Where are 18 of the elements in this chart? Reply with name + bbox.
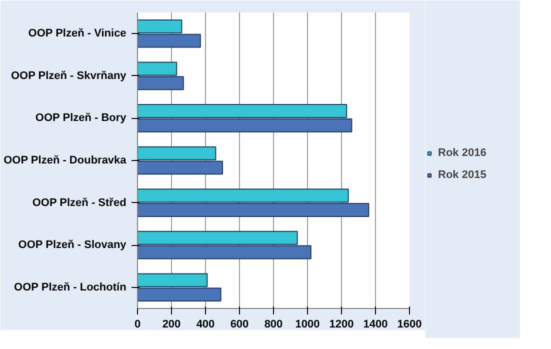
y-tick-label: OOP Plzeň - Skvrňany xyxy=(10,70,128,82)
x-tick-label: 1000 xyxy=(295,318,320,330)
x-tick-label: 600 xyxy=(230,318,249,330)
y-tick-label: OOP Plzeň - Slovany xyxy=(18,239,128,252)
y-tick-label: OOP Plzeň - Lochotín xyxy=(14,281,127,294)
x-tick-label: 200 xyxy=(162,318,181,330)
y-tick-label: OOP Plzeň - Bory xyxy=(35,112,128,124)
x-tick-label: 800 xyxy=(264,318,283,330)
legend-label: Rok 2016 xyxy=(438,147,486,159)
x-tick-label: 0 xyxy=(134,318,141,330)
x-tick-label: 400 xyxy=(196,318,215,330)
y-tick-label: OOP Plzeň - Střed xyxy=(32,196,126,209)
x-tick-label: 1200 xyxy=(329,318,354,330)
y-tick-label: OOP Plzeň - Vinice xyxy=(28,28,126,40)
x-tick-label: 1600 xyxy=(397,318,422,330)
y-tick-label: OOP Plzeň - Doubravka xyxy=(4,154,128,166)
legend-label: Rok 2015 xyxy=(438,169,486,181)
x-tick-label: 1400 xyxy=(363,318,388,330)
